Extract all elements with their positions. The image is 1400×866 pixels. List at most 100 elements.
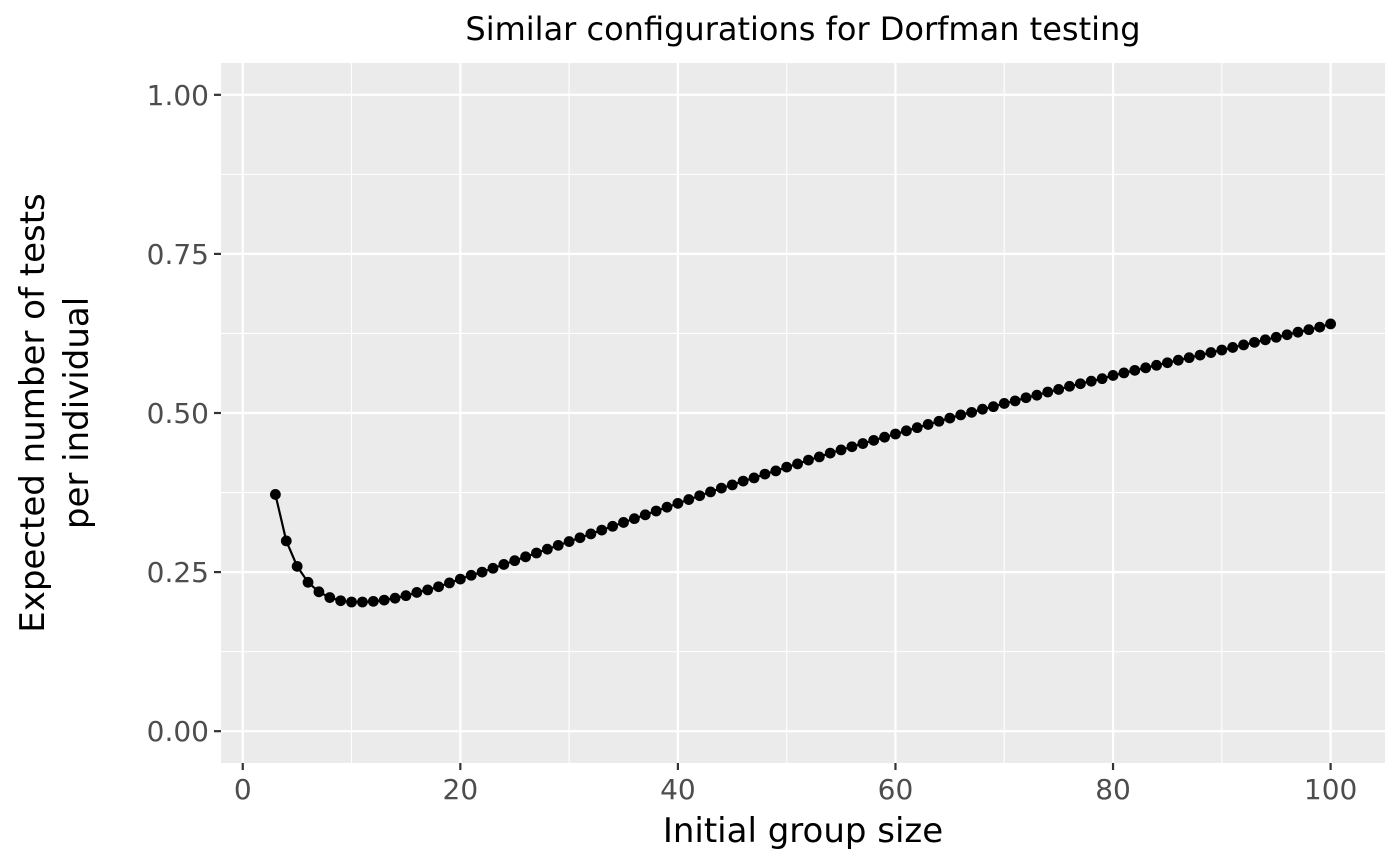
data-point <box>1096 373 1108 385</box>
data-point <box>1064 380 1075 392</box>
data-point <box>269 489 281 500</box>
data-point <box>454 573 466 585</box>
data-point <box>1172 354 1184 366</box>
data-point <box>1075 378 1086 390</box>
data-point <box>1053 384 1065 395</box>
data-point <box>737 475 749 487</box>
data-point <box>813 451 825 463</box>
data-point <box>1205 347 1217 358</box>
data-point <box>531 547 542 559</box>
data-point <box>672 497 684 509</box>
y-tick-label: 0.00 <box>147 715 209 748</box>
chart-title: Similar configurations for Dorfman testi… <box>465 10 1140 48</box>
data-point <box>487 562 499 574</box>
data-point <box>1020 392 1032 404</box>
y-tick-label: 1.00 <box>147 79 209 112</box>
data-point <box>324 592 336 603</box>
data-point <box>911 422 923 434</box>
data-point <box>411 587 423 598</box>
data-point <box>1151 359 1162 371</box>
data-point <box>998 398 1010 409</box>
axis-ticks: 0 20 40 60 80 100 0.00 0.25 0.50 0.75 1.00 <box>147 79 1358 806</box>
x-tick-label: 40 <box>660 773 696 806</box>
data-point <box>367 595 379 607</box>
data-point <box>1303 324 1315 336</box>
data-point <box>291 560 303 572</box>
data-point <box>509 555 521 567</box>
data-point <box>726 479 738 491</box>
data-point <box>824 447 836 459</box>
data-point <box>357 596 368 608</box>
data-point <box>879 431 890 443</box>
x-tick-label: 60 <box>878 773 914 806</box>
data-point <box>1031 389 1043 401</box>
y-tick-label: 0.50 <box>147 397 209 430</box>
data-point <box>1216 344 1228 356</box>
data-point <box>933 415 945 427</box>
data-point <box>639 509 651 521</box>
data-point <box>628 513 640 525</box>
data-point <box>987 401 999 413</box>
data-point <box>1194 349 1206 361</box>
data-point <box>857 438 869 449</box>
x-tick-label: 0 <box>234 773 252 806</box>
data-point <box>1129 364 1141 376</box>
data-point <box>563 536 575 547</box>
data-point <box>302 576 314 588</box>
data-point <box>846 441 858 453</box>
data-point <box>922 419 934 430</box>
data-point <box>574 532 586 544</box>
data-point <box>476 566 488 578</box>
data-point <box>1118 367 1130 379</box>
data-point <box>596 524 608 536</box>
data-point <box>748 472 760 484</box>
data-point <box>607 520 619 532</box>
data-point <box>1270 331 1282 343</box>
data-point <box>868 434 880 446</box>
data-point <box>770 465 782 477</box>
data-point <box>280 535 292 547</box>
x-tick-label: 100 <box>1304 773 1357 806</box>
data-point <box>803 454 814 466</box>
data-point <box>966 406 978 418</box>
data-point <box>346 596 357 608</box>
data-point <box>541 543 553 555</box>
data-point <box>335 595 347 607</box>
data-point <box>1259 334 1271 346</box>
data-point <box>444 577 455 589</box>
data-point <box>694 490 706 502</box>
x-tick-label: 80 <box>1095 773 1131 806</box>
data-point <box>705 486 716 498</box>
data-point <box>716 482 727 494</box>
major-grid <box>221 63 1385 763</box>
data-point <box>835 444 847 456</box>
data-point <box>1140 362 1152 374</box>
data-point <box>661 501 673 513</box>
data-point <box>1227 342 1239 353</box>
y-tick-label: 0.75 <box>147 238 209 271</box>
data-point <box>1249 336 1260 348</box>
y-axis-title-line1: Expected number of tests <box>13 193 53 633</box>
data-point <box>1085 375 1097 387</box>
data-point <box>1107 370 1119 381</box>
data-point <box>1009 395 1021 407</box>
x-tick-label: 20 <box>443 773 479 806</box>
data-point <box>944 412 956 424</box>
y-axis-title-line2: per individual <box>57 297 97 529</box>
data-point <box>313 586 325 598</box>
data-point <box>498 559 510 570</box>
data-point <box>900 425 912 437</box>
data-point <box>683 494 695 505</box>
series-layer <box>269 318 1337 608</box>
data-point <box>465 569 477 581</box>
data-point <box>433 581 444 593</box>
data-point <box>1292 326 1304 338</box>
data-point <box>422 584 434 596</box>
data-point <box>618 517 629 528</box>
data-point <box>1162 357 1173 369</box>
data-point <box>389 592 401 604</box>
data-point <box>1314 321 1326 333</box>
x-axis-title: Initial group size <box>663 811 943 851</box>
data-point <box>378 594 390 606</box>
